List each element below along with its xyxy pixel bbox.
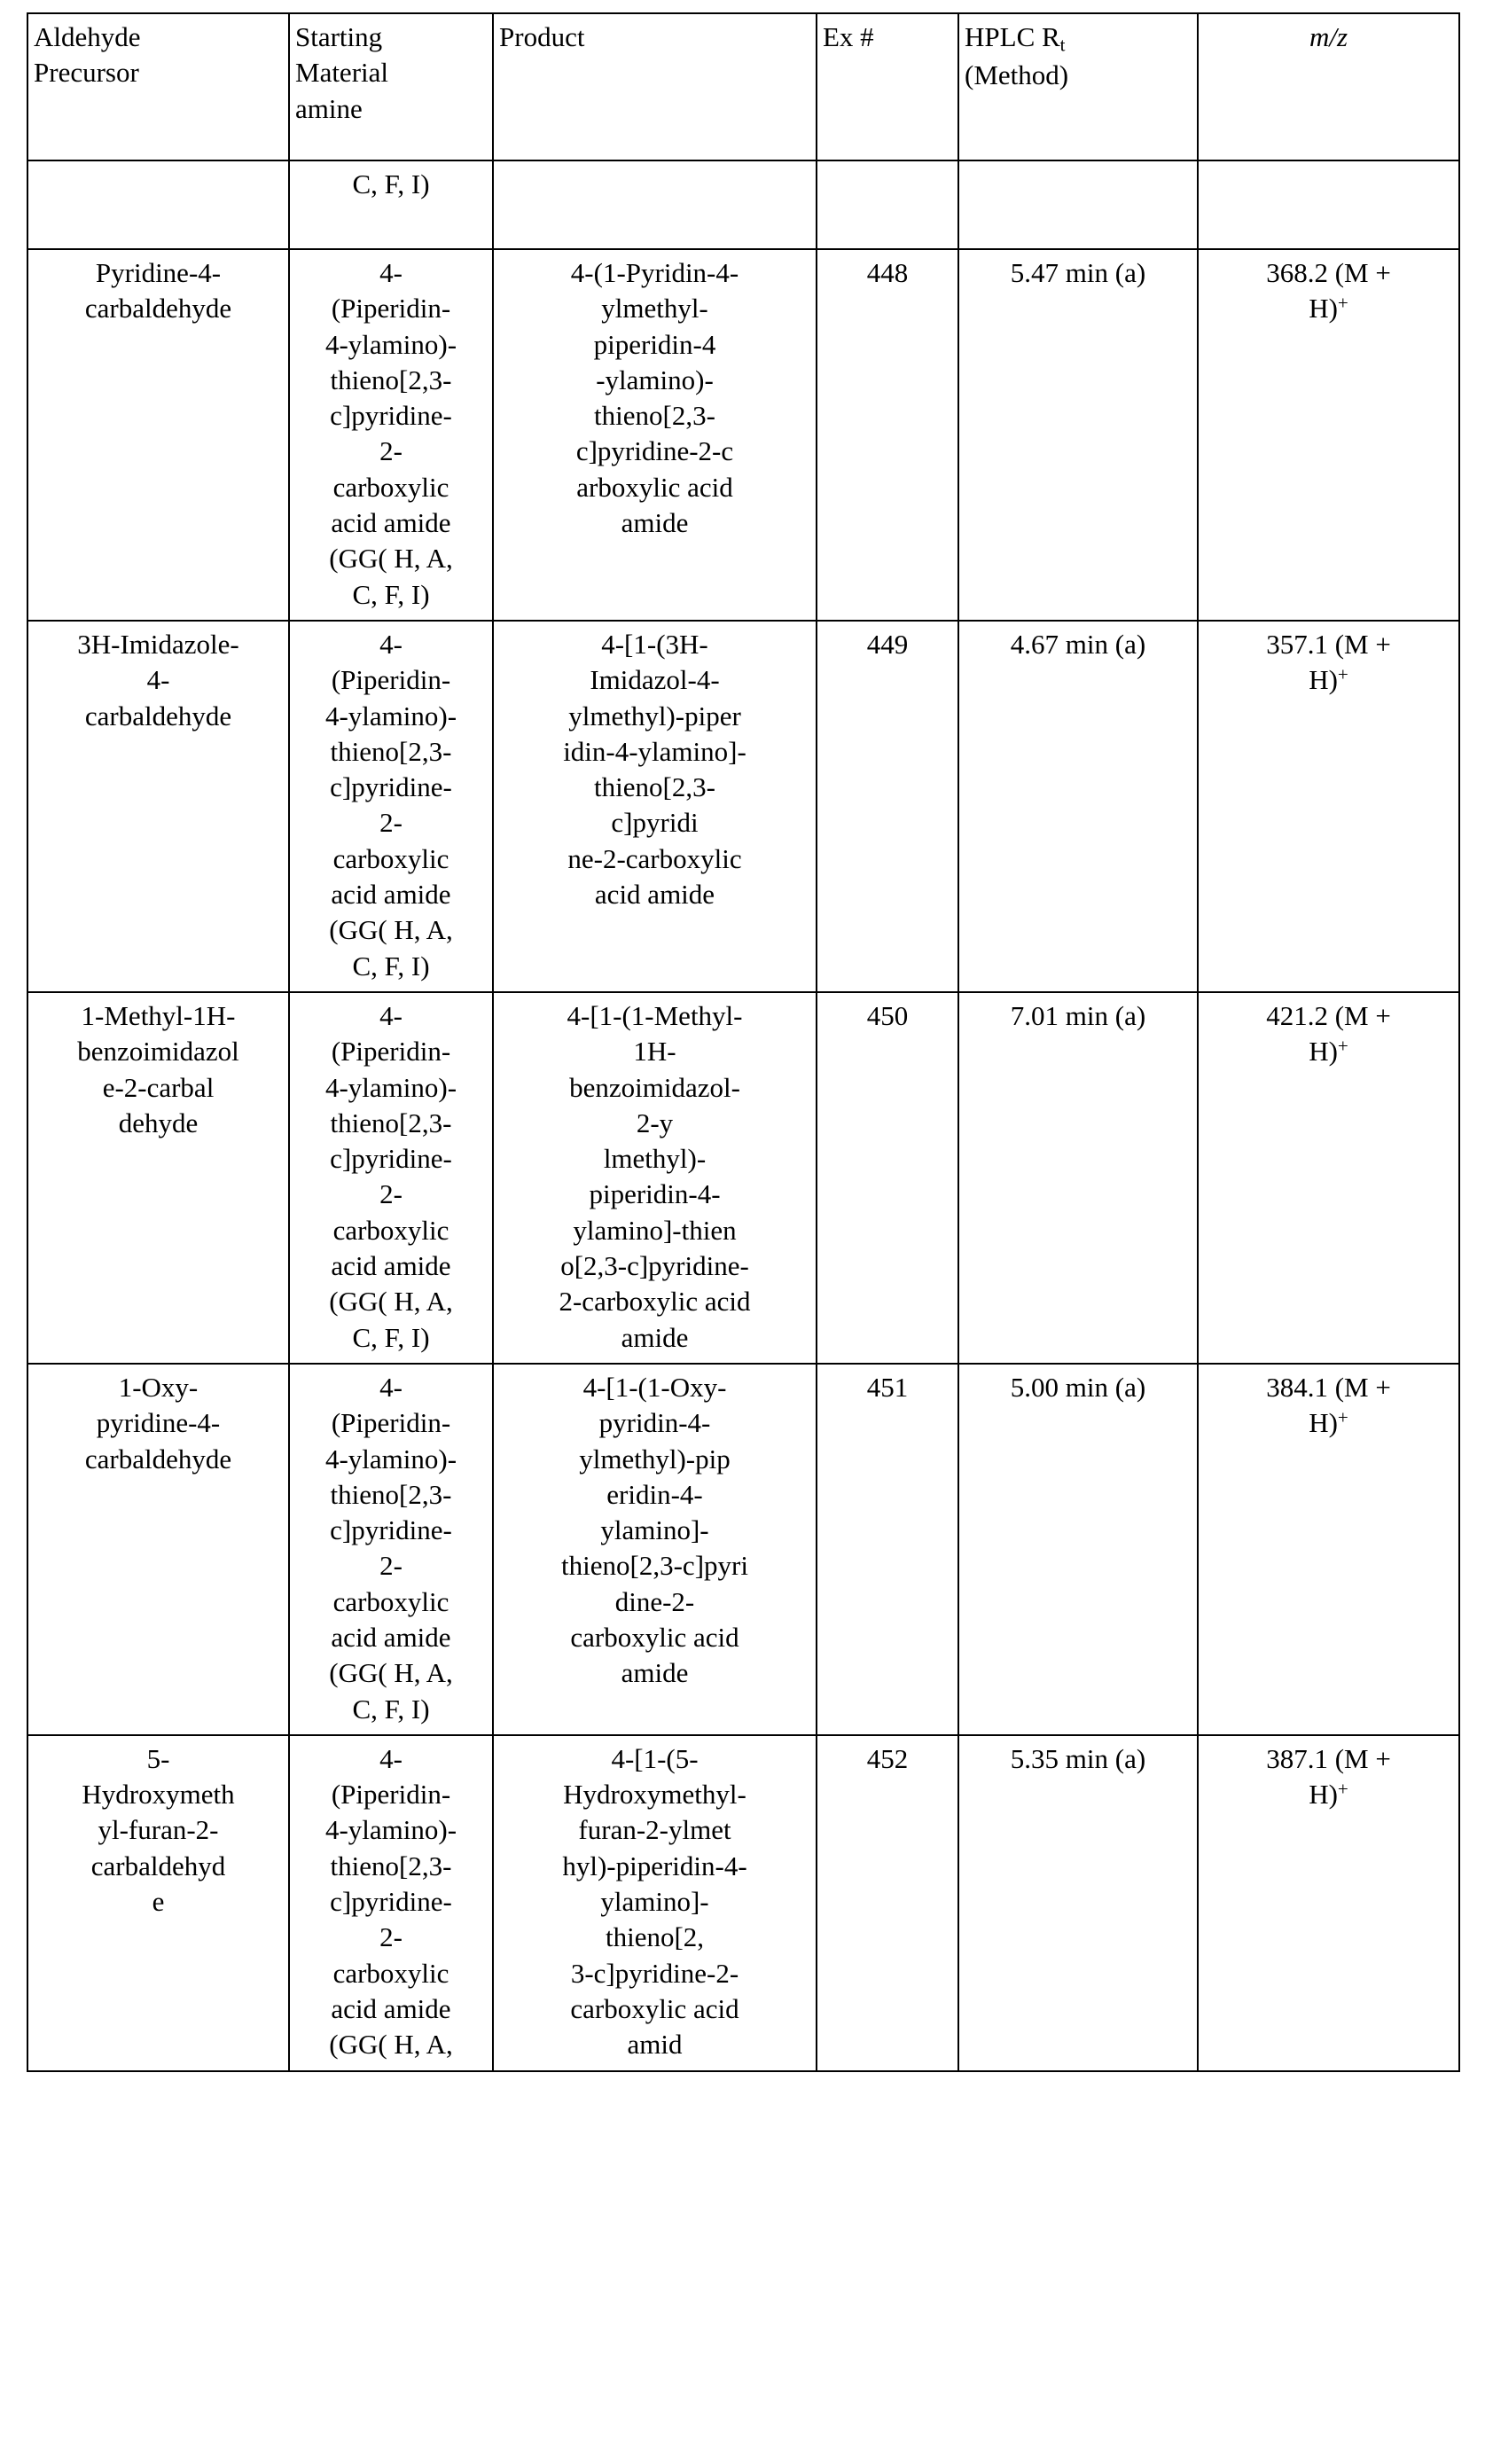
cell-ex-number: 448 <box>816 248 959 622</box>
cell-precursor: Pyridine-4- carbaldehyde <box>27 248 290 622</box>
cell-hplc: 4.67 min (a) <box>957 619 1199 993</box>
cell-ex-number: 451 <box>816 1362 959 1736</box>
cell-ex-number: 449 <box>816 619 959 993</box>
mz-adduct: H) <box>1309 1779 1338 1811</box>
column-header-ex-number: Ex # <box>816 12 959 161</box>
cell-ex-number <box>816 160 959 250</box>
cell-amine: 4- (Piperidin- 4-ylamino)- thieno[2,3- c… <box>288 1733 494 2072</box>
mz-value: 357.1 (M + <box>1266 628 1391 660</box>
table-row-continuation: C, F, I) <box>27 160 1460 250</box>
cell-mz: 387.1 (M + H)+ <box>1197 1733 1460 2072</box>
mz-charge: + <box>1337 1778 1348 1800</box>
mz-charge: + <box>1337 663 1348 685</box>
cell-hplc: 7.01 min (a) <box>957 990 1199 1365</box>
cell-amine: 4- (Piperidin- 4-ylamino)- thieno[2,3- c… <box>288 1362 494 1736</box>
mz-adduct: H) <box>1309 293 1338 325</box>
cell-product: 4-[1-(3H- Imidazol-4- ylmethyl)-piper id… <box>492 619 817 993</box>
mz-value: 368.2 (M + <box>1266 257 1391 288</box>
table-row: Pyridine-4- carbaldehyde 4- (Piperidin- … <box>27 248 1460 622</box>
cell-product: 4-[1-(5- Hydroxymethyl- furan-2-ylmet hy… <box>492 1733 817 2072</box>
table-row: 1-Methyl-1H- benzoimidazol e-2-carbal de… <box>27 990 1460 1365</box>
cell-mz <box>1197 160 1460 250</box>
table-header: Aldehyde Precursor Starting Material ami… <box>27 12 1460 161</box>
cell-ex-number: 452 <box>816 1733 959 2072</box>
cell-hplc: 5.35 min (a) <box>957 1733 1199 2072</box>
cell-mz: 384.1 (M + H)+ <box>1197 1362 1460 1736</box>
cell-hplc: 5.00 min (a) <box>957 1362 1199 1736</box>
mz-value: 421.2 (M + <box>1266 999 1391 1031</box>
column-header-hplc-rt-method: HPLC Rt (Method) <box>957 12 1199 161</box>
mz-adduct: H) <box>1309 1407 1338 1439</box>
cell-amine: 4- (Piperidin- 4-ylamino)- thieno[2,3- c… <box>288 619 494 993</box>
header-row: Aldehyde Precursor Starting Material ami… <box>27 12 1460 161</box>
hplc-label-main: HPLC R <box>965 21 1060 52</box>
mz-value: 384.1 (M + <box>1266 1371 1391 1403</box>
cell-product <box>492 160 817 250</box>
cell-precursor: 1-Methyl-1H- benzoimidazol e-2-carbal de… <box>27 990 290 1365</box>
chemistry-results-table: Aldehyde Precursor Starting Material ami… <box>27 12 1460 2072</box>
mz-value: 387.1 (M + <box>1266 1742 1391 1774</box>
cell-precursor: 5- Hydroxymeth yl-furan-2- carbaldehyd e <box>27 1733 290 2072</box>
mz-charge: + <box>1337 1035 1348 1057</box>
mz-adduct: H) <box>1309 664 1338 696</box>
cell-ex-number: 450 <box>816 990 959 1365</box>
column-header-product: Product <box>492 12 817 161</box>
cell-hplc <box>957 160 1199 250</box>
table-row: 3H-Imidazole- 4- carbaldehyde 4- (Piperi… <box>27 619 1460 993</box>
table-body: C, F, I) Pyridine-4- carbaldehyde 4- (Pi… <box>27 160 1460 2072</box>
cell-product: 4-[1-(1-Oxy- pyridin-4- ylmethyl)-pip er… <box>492 1362 817 1736</box>
column-header-mz: m/z <box>1197 12 1460 161</box>
cell-mz: 368.2 (M + H)+ <box>1197 248 1460 622</box>
cell-amine: 4- (Piperidin- 4-ylamino)- thieno[2,3- c… <box>288 990 494 1365</box>
cell-amine: C, F, I) <box>288 160 494 250</box>
cell-product: 4-(1-Pyridin-4- ylmethyl- piperidin-4 -y… <box>492 248 817 622</box>
cell-mz: 421.2 (M + H)+ <box>1197 990 1460 1365</box>
cell-product: 4-[1-(1-Methyl- 1H- benzoimidazol- 2-y l… <box>492 990 817 1365</box>
cell-precursor <box>27 160 290 250</box>
column-header-aldehyde-precursor: Aldehyde Precursor <box>27 12 290 161</box>
hplc-label-subscript: t <box>1059 34 1066 56</box>
mz-adduct: H) <box>1309 1036 1338 1068</box>
hplc-label-method: (Method) <box>965 59 1069 90</box>
cell-hplc: 5.47 min (a) <box>957 248 1199 622</box>
mz-charge: + <box>1337 1406 1348 1428</box>
mz-charge: + <box>1337 292 1348 314</box>
cell-mz: 357.1 (M + H)+ <box>1197 619 1460 993</box>
table-row: 1-Oxy- pyridine-4- carbaldehyde 4- (Pipe… <box>27 1362 1460 1736</box>
cell-amine: 4- (Piperidin- 4-ylamino)- thieno[2,3- c… <box>288 248 494 622</box>
cell-precursor: 1-Oxy- pyridine-4- carbaldehyde <box>27 1362 290 1736</box>
table-row: 5- Hydroxymeth yl-furan-2- carbaldehyd e… <box>27 1733 1460 2072</box>
column-header-starting-material-amine: Starting Material amine <box>288 12 494 161</box>
cell-precursor: 3H-Imidazole- 4- carbaldehyde <box>27 619 290 993</box>
